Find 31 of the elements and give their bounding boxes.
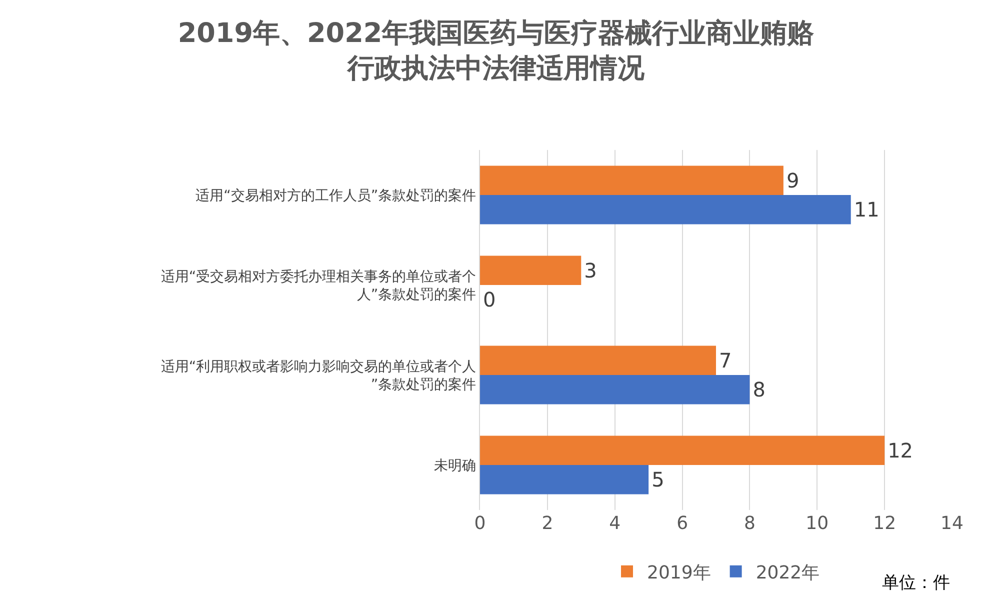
- bar: [480, 346, 716, 375]
- bar: [480, 166, 784, 195]
- legend-label: 2022年: [756, 562, 820, 584]
- data-label: 8: [752, 378, 766, 402]
- bar: [480, 256, 582, 285]
- bar: [480, 436, 885, 465]
- x-tick-label: 4: [609, 513, 621, 534]
- data-label: 11: [854, 198, 880, 222]
- chart-title: 2019年、2022年我国医药与医疗器械行业商业贿赂行政执法中法律适用情况: [178, 18, 816, 84]
- x-tick-label: 0: [474, 513, 486, 534]
- data-label: 12: [888, 438, 914, 462]
- bar: [480, 465, 649, 494]
- y-tick-label: 未明确: [434, 458, 476, 474]
- data-label: 5: [652, 468, 664, 492]
- bar: [480, 375, 750, 404]
- y-tick-label: 适用“交易相对方的工作人员”条款处罚的案件: [196, 186, 476, 204]
- data-label: 9: [786, 168, 800, 192]
- y-tick-label: 适用“受交易相对方委托办理相关事务的单位或者个人”条款处罚的案件: [160, 268, 476, 303]
- x-tick-label: 14: [940, 513, 964, 534]
- x-tick-label: 8: [744, 513, 756, 534]
- data-label: 7: [719, 348, 732, 372]
- data-label: 0: [483, 288, 496, 312]
- x-tick-label: 6: [676, 513, 688, 534]
- x-tick-label: 2: [542, 513, 554, 534]
- x-tick-label: 12: [873, 513, 896, 534]
- bar: [480, 195, 851, 224]
- data-label: 3: [584, 258, 597, 282]
- y-tick-label: 适用“利用职权或者影响力影响交易的单位或者个人”条款处罚的案件: [160, 358, 476, 393]
- x-tick-label: 10: [806, 513, 829, 534]
- text: 单位：件: [882, 573, 950, 593]
- legend-label: 2019年: [647, 562, 711, 584]
